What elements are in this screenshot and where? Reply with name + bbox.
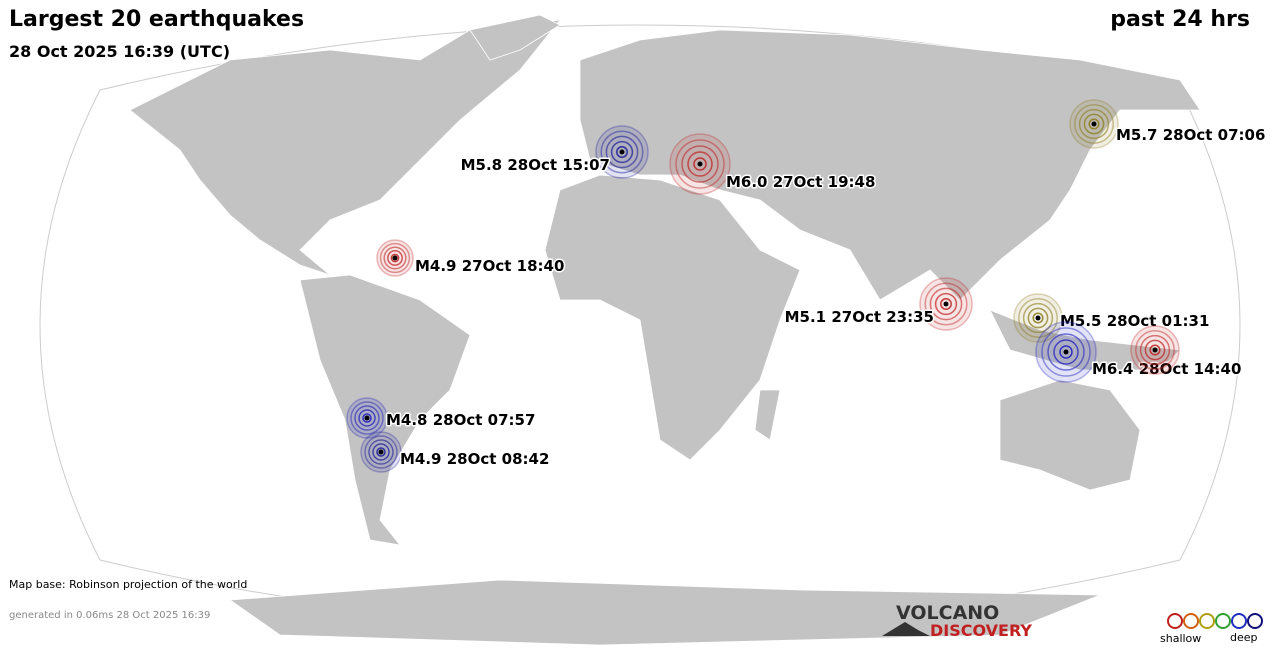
quake-marker [669, 133, 731, 195]
quake-ring [1032, 312, 1044, 324]
quake-ring [1144, 339, 1166, 361]
quake-ring [675, 139, 725, 189]
quake-center [943, 301, 949, 307]
quake-ring [934, 292, 958, 316]
quake-ring [1041, 327, 1091, 377]
quake-ring [362, 413, 372, 423]
quake-marker [1035, 321, 1097, 383]
quake-ring [687, 151, 713, 177]
quake-label: M6.0 27Oct 19:48 [726, 173, 875, 191]
quake-ring [1018, 298, 1058, 338]
quake-ring [681, 145, 719, 183]
map-base: Map base: Robinson projection of the wor… [9, 578, 247, 591]
quake-center [1063, 349, 1069, 355]
logo: VOLCANO DISCOVERY [882, 602, 1032, 640]
quake-label: M5.7 28Oct 07:06 [1116, 126, 1265, 144]
title: Largest 20 earthquakes [9, 7, 304, 32]
quake-ring [693, 157, 707, 171]
legend-deep: deep [1230, 631, 1258, 644]
quake-ring [1149, 344, 1161, 356]
logo-line2: DISCOVERY [930, 621, 1032, 640]
quake-marker [1013, 293, 1063, 343]
land [129, 14, 1201, 646]
quake-label: M4.9 27Oct 18:40 [415, 257, 564, 275]
quake-ring [372, 443, 390, 461]
quake-ring [924, 282, 968, 326]
quake-center [378, 449, 384, 455]
quake-ring [610, 140, 634, 164]
quake-center [1035, 315, 1041, 321]
period: past 24 hrs [1110, 7, 1250, 32]
quake-ring [1053, 339, 1079, 365]
quake-label: M6.4 28Oct 14:40 [1092, 360, 1241, 378]
quake-ring [616, 146, 628, 158]
quake-ring [364, 435, 398, 469]
quake-label: M5.8 28Oct 15:07 [461, 156, 610, 174]
quake-ring [354, 405, 380, 431]
quake-ring [1047, 333, 1085, 371]
quake-ring [1074, 104, 1114, 144]
generated: generated in 0.06ms 28 Oct 2025 16:39 [9, 610, 210, 621]
quake-label: M5.1 27Oct 23:35 [785, 308, 934, 326]
quake-marker [360, 431, 402, 473]
quake-ring [387, 250, 403, 266]
quake-ring [1078, 108, 1110, 140]
quake-center [1091, 121, 1097, 127]
quake-ring [940, 298, 952, 310]
quake-ring [350, 401, 384, 435]
quake-ring [358, 409, 376, 427]
quake-ring [929, 287, 963, 321]
quake-label: M4.9 28Oct 08:42 [400, 450, 549, 468]
quake-marker [1130, 325, 1180, 375]
quake-marker [1069, 99, 1119, 149]
quake-center [1152, 347, 1158, 353]
quake-marker [376, 239, 414, 277]
quake-ring [1139, 334, 1171, 366]
timestamp: 28 Oct 2025 16:39 (UTC) [9, 42, 230, 61]
quake-ring [390, 253, 400, 263]
quake-ring [383, 246, 407, 270]
depth-legend: shallow deep [1160, 613, 1263, 645]
quake-ring [1088, 118, 1100, 130]
quake-ring [1059, 345, 1073, 359]
logo-line1: VOLCANO [896, 602, 999, 624]
quakes: M5.8 28Oct 15:07 M6.0 27Oct 19:48 M5.7 28O… [346, 99, 1267, 473]
legend-shallow: shallow [1160, 632, 1201, 645]
quake-center [364, 415, 370, 421]
quake-label: M4.8 28Oct 07:57 [386, 411, 535, 429]
quake-ring [1027, 307, 1049, 329]
quake-center [392, 255, 398, 261]
quake-center [697, 161, 703, 167]
quake-ring [605, 135, 639, 169]
quake-ring [1022, 302, 1054, 334]
quake-ring [376, 447, 386, 457]
quake-ring [1083, 113, 1105, 135]
quake-ring [368, 439, 394, 465]
quake-center [619, 149, 625, 155]
quake-marker [919, 277, 973, 331]
quake-ring [600, 130, 644, 174]
quake-ring [1135, 330, 1175, 370]
quake-ring [379, 242, 411, 274]
quake-marker [346, 397, 388, 439]
quake-marker [595, 125, 649, 179]
quake-label: M5.5 28Oct 01:31 [1060, 312, 1209, 330]
